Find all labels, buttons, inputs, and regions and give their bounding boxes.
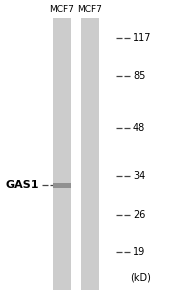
Bar <box>81 18 99 290</box>
Text: MCF7: MCF7 <box>50 4 74 14</box>
Text: 85: 85 <box>133 71 145 81</box>
Text: 34: 34 <box>133 171 145 181</box>
Text: 19: 19 <box>133 247 145 257</box>
Text: (kD): (kD) <box>131 273 152 283</box>
Bar <box>53 182 71 188</box>
Text: 117: 117 <box>133 33 152 43</box>
Text: 48: 48 <box>133 123 145 133</box>
Bar <box>53 18 71 290</box>
Text: GAS1: GAS1 <box>5 180 39 190</box>
Text: MCF7: MCF7 <box>78 4 102 14</box>
Text: 26: 26 <box>133 210 145 220</box>
